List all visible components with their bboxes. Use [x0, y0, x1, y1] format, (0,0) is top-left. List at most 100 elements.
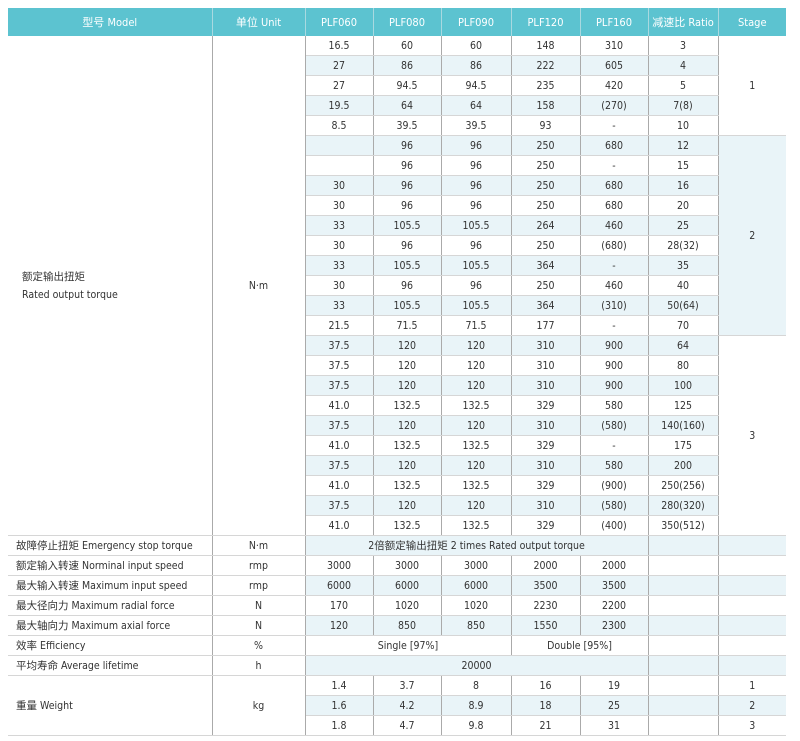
torque-value: 96 — [373, 195, 442, 216]
torque-row: 37.5 120 120 310 900 80 — [8, 355, 786, 376]
torque-row: 额定输出扭矩 Rated output torque N·m 16.5 60 60 148 3… — [8, 36, 786, 536]
torque-value: 94.5 — [373, 75, 442, 96]
torque-row: 37.5 120 120 310 (580) 280(320) — [8, 495, 786, 516]
ratio-value: 35 — [648, 255, 719, 276]
spec-value: 6000 — [305, 575, 374, 596]
torque-value — [305, 135, 374, 156]
stage-empty — [718, 555, 786, 576]
ratio-empty — [648, 695, 719, 716]
torque-row: 33 105.5 105.5 364-35 — [8, 255, 786, 276]
torque-value: 364 — [511, 295, 581, 316]
ratio-empty — [648, 715, 719, 736]
ratio-empty — [648, 635, 719, 656]
torque-row: 41.0 132.5 132.5 329 (900) 250(256) — [8, 475, 786, 496]
torque-value: 93 — [511, 115, 581, 136]
spec-label: 故障停止扭矩 Emergency stop torque — [8, 535, 213, 556]
torque-value: 235 — [511, 75, 581, 96]
torque-value: 310 — [511, 495, 581, 516]
torque-row: 27 94.5 94.5 235 420 5 — [8, 75, 786, 96]
weight-value: 8 — [441, 675, 512, 696]
weight-value: 4.7 — [373, 715, 442, 736]
stage-empty — [718, 535, 786, 556]
label-en: Rated output torque — [22, 288, 118, 301]
spec-value: 3500 — [580, 575, 649, 596]
torque-value: 64 — [373, 95, 442, 116]
torque-value: 41.0 — [305, 475, 374, 496]
header-plf160: PLF160 — [580, 8, 649, 36]
ratio-value: 125 — [648, 395, 719, 416]
weight-row: 1.8 4.7 9.8 21 31 3 — [8, 715, 786, 736]
torque-value: (680) — [580, 235, 649, 256]
torque-value: (310) — [580, 295, 649, 316]
ratio-value: 100 — [648, 375, 719, 396]
torque-value: 8.5 — [305, 115, 374, 136]
torque-value: 900 — [580, 375, 649, 396]
ratio-value: 70 — [648, 315, 719, 336]
spec-value: 3500 — [511, 575, 581, 596]
ratio-value: 64 — [648, 335, 719, 356]
torque-value: 105.5 — [441, 215, 512, 236]
torque-value: 16.5 — [305, 36, 374, 56]
torque-value: 27 — [305, 75, 374, 96]
ratio-empty — [648, 595, 719, 616]
torque-value: 329 — [511, 395, 581, 416]
spec-value: 850 — [441, 615, 512, 636]
torque-row: 21.5 71.5 71.5 177-70 — [8, 315, 786, 336]
ratio-value: 80 — [648, 355, 719, 376]
torque-value: 41.0 — [305, 515, 374, 536]
torque-value: 37.5 — [305, 355, 374, 376]
torque-value: 96 — [441, 195, 512, 216]
spec-row: 最大轴向力 Maximum axial force N 120 850 850 1550 2… — [8, 615, 786, 636]
torque-value: 96 — [373, 155, 442, 176]
torque-value: 37.5 — [305, 495, 374, 516]
spec-label: 额定输入转速 Norminal input speed — [8, 555, 213, 576]
spec-row: 最大径向力 Maximum radial force N 170 1020 1020 22… — [8, 595, 786, 616]
weight-value: 21 — [511, 715, 581, 736]
spec-unit: N — [212, 615, 306, 636]
torque-value: 39.5 — [441, 115, 512, 136]
torque-value: (400) — [580, 515, 649, 536]
torque-value: 132.5 — [373, 435, 442, 456]
header-plf060: PLF060 — [305, 8, 374, 36]
weight-value: 8.9 — [441, 695, 512, 716]
torque-value: (580) — [580, 495, 649, 516]
spec-value: 1550 — [511, 615, 581, 636]
torque-value: 329 — [511, 435, 581, 456]
torque-value: 120 — [373, 455, 442, 476]
torque-value: 120 — [441, 375, 512, 396]
torque-value: 19.5 — [305, 95, 374, 116]
torque-value: 105.5 — [373, 255, 442, 276]
torque-value: 310 — [511, 415, 581, 436]
torque-value: 329 — [511, 475, 581, 496]
torque-value — [305, 155, 374, 176]
spec-label: 最大输入转速 Maximum input speed — [8, 575, 213, 596]
weight-stage: 3 — [718, 715, 786, 736]
efficiency-double: Double [95%] — [511, 635, 649, 656]
torque-value: - — [580, 315, 649, 336]
ratio-value: 28(32) — [648, 235, 719, 256]
spec-row: 额定输入转速 Norminal input speed rmp 3000 3000 30… — [8, 555, 786, 576]
torque-value: 250 — [511, 135, 581, 156]
ratio-value: 25 — [648, 215, 719, 236]
torque-row: 41.0 132.5 132.5 329 580 125 — [8, 395, 786, 416]
torque-value: 680 — [580, 195, 649, 216]
torque-value: 132.5 — [373, 475, 442, 496]
torque-row: 30 96 96 250 (680) 28(32) — [8, 235, 786, 256]
torque-value: 33 — [305, 255, 374, 276]
torque-value: 680 — [580, 135, 649, 156]
ratio-value: 3 — [648, 36, 719, 56]
emergency-stop-row: 故障停止扭矩 Emergency stop torque N·m 2倍额定输出扭矩 … — [8, 535, 786, 556]
header-plf090: PLF090 — [441, 8, 512, 36]
torque-row: 96 96 250 680 12 2 — [8, 135, 786, 336]
torque-value: 120 — [441, 455, 512, 476]
efficiency-single: Single [97%] — [305, 635, 512, 656]
torque-value: 250 — [511, 275, 581, 296]
torque-value: 96 — [441, 235, 512, 256]
torque-row: 37.5 120 120 310 900 64 3 — [8, 335, 786, 536]
stage-cell: 3 — [718, 335, 786, 536]
weight-value: 4.2 — [373, 695, 442, 716]
torque-unit: N·m — [212, 36, 306, 536]
torque-value: 105.5 — [373, 215, 442, 236]
torque-value: 310 — [580, 36, 649, 56]
spec-unit: N — [212, 595, 306, 616]
